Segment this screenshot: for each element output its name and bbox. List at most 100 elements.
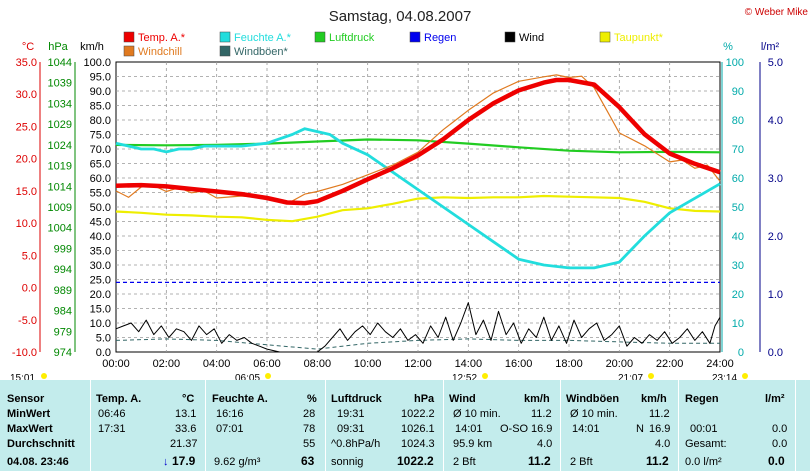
gust-max: 16.9 [649, 423, 671, 435]
x-tick-label: 14:00 [455, 358, 483, 370]
rain-now: 0.0 [768, 454, 785, 468]
hum-min-time: 16:16 [216, 408, 244, 420]
legend-label: Windchill [138, 46, 182, 58]
gust-title: Windböen [566, 393, 620, 405]
copyright-label: © Weber Mike [745, 7, 809, 18]
humidity-tick-label: 80 [732, 115, 744, 127]
legend-label: Temp. A.* [138, 32, 186, 44]
series-temp-a-line [115, 77, 721, 206]
label-min: MinWert [7, 408, 51, 420]
chart-axes: 00:00 02:00 04:00 06:00 08:00 10:00 12:00 14:00… [10, 41, 783, 384]
press-trend: ^0.8hPa/h [331, 438, 381, 450]
wind-tick-label: 80.0 [90, 115, 111, 127]
pressure-tick-label: 1014 [48, 181, 72, 193]
sun-icon [648, 373, 654, 379]
pressure-tick-label: 1019 [48, 161, 72, 173]
series-windb-en-line [115, 338, 720, 350]
pressure-tick-label: 1029 [48, 119, 72, 131]
x-tick-label: 08:00 [304, 358, 332, 370]
sun-moon-time-label: 23:14 [712, 373, 737, 380]
wind-tick-label: 95.0 [90, 72, 111, 84]
chart-title: Samstag, 04.08.2007 [329, 8, 472, 25]
sun-icon [482, 373, 488, 379]
wind-tick-label: 85.0 [90, 101, 111, 113]
rain-tick-label: 4.0 [768, 115, 783, 127]
rain-day: 0.0 [772, 423, 788, 435]
temp-tick-label: 35.0 [16, 57, 37, 69]
wind-avg: 4.0 [537, 438, 553, 450]
pressure-tick-label: 1044 [48, 57, 72, 69]
rain-axis-unit: l/m² [761, 41, 780, 53]
wind-title: Wind [449, 393, 476, 405]
pressure-tick-label: 999 [54, 243, 72, 255]
x-tick-label: 22:00 [656, 358, 684, 370]
legend-label: Taupunkt* [614, 32, 664, 44]
temp-tick-label: 10.0 [16, 218, 37, 230]
humidity-tick-label: 20 [732, 289, 744, 301]
press-forecast: sonnig [331, 456, 364, 468]
humidity-tick-label: 10 [732, 318, 744, 330]
wind-tick-label: 65.0 [90, 159, 111, 171]
temp-max-time: 17:31 [98, 423, 126, 435]
hum-min: 28 [303, 408, 316, 420]
wind-bft: 2 Bft [453, 456, 476, 468]
legend-label: Regen [424, 32, 456, 44]
press-unit: hPa [414, 393, 435, 405]
legend-swatch [123, 31, 135, 43]
wind-tick-label: 35.0 [90, 246, 111, 258]
weather-chart: Samstag, 04.08.2007 © Weber Mike Temp. A… [10, 7, 809, 384]
summary-table: Sensor MinWert MaxWert Durchschnitt 04.0… [0, 380, 810, 471]
humidity-tick-label: 40 [732, 231, 744, 243]
press-now: 1022.2 [397, 454, 434, 468]
wind-max-time: 14:01 [455, 423, 483, 435]
wind-avg10-label: Ø 10 min. [453, 408, 501, 420]
gust-bft: 2 Bft [570, 456, 593, 468]
temp-tick-label: 5.0 [22, 250, 37, 262]
chart-plot-area [115, 61, 721, 353]
wind-tick-label: 15.0 [90, 304, 111, 316]
pressure-tick-label: 1024 [48, 140, 72, 152]
rain-tick-label: 1.0 [768, 289, 783, 301]
wind-tick-label: 90.0 [90, 86, 111, 98]
rain-tick-label: 0.0 [768, 347, 783, 359]
gust-now: 11.2 [646, 454, 669, 468]
down-arrow-icon: ↓ [163, 456, 169, 468]
legend-swatch [409, 31, 421, 43]
rain-total: 0.0 [772, 438, 788, 450]
rain-tick-label: 2.0 [768, 231, 783, 243]
gust-avg10: 11.2 [649, 408, 670, 420]
legend-label: Feuchte A.* [234, 32, 292, 44]
x-tick-label: 12:00 [404, 358, 432, 370]
sun-icon [41, 373, 47, 379]
gust-max-time: 14:01 [572, 423, 600, 435]
sun-icon [742, 373, 748, 379]
sun-moon-time-label: 12:52 [452, 373, 477, 380]
label-max: MaxWert [7, 423, 53, 435]
wind-now: 11.2 [528, 454, 551, 468]
temp-max: 33.6 [175, 423, 197, 435]
wind-max-dir: O-SO [500, 423, 529, 435]
series-wind-line [115, 302, 721, 353]
chart-legend: Temp. A.* Windchill Feuchte A.* Windböen* Lu… [123, 31, 664, 58]
sun-moon-time-label: 21:07 [618, 373, 643, 380]
label-now: 04.08. 23:46 [7, 456, 69, 468]
series-windchill-line [115, 74, 721, 205]
pressure-tick-label: 1009 [48, 202, 72, 214]
temp-tick-label: -10.0 [12, 347, 37, 359]
press-avg: 1024.3 [401, 438, 435, 450]
humidity-tick-label: 30 [732, 260, 744, 272]
pressure-tick-label: 1034 [48, 98, 72, 110]
legend-swatch [219, 31, 231, 43]
legend-swatch [599, 31, 611, 43]
legend-label: Windböen* [234, 46, 289, 58]
temp-unit: °C [182, 393, 195, 405]
rain-tick-label: 5.0 [768, 57, 783, 69]
wind-tick-label: 0.0 [96, 347, 111, 359]
temp-tick-label: 25.0 [16, 121, 37, 133]
gust-avg: 4.0 [655, 438, 671, 450]
legend-swatch [504, 31, 516, 43]
press-max: 1026.1 [401, 423, 435, 435]
wind-avg10: 11.2 [531, 408, 552, 420]
wind-tick-label: 25.0 [90, 275, 111, 287]
